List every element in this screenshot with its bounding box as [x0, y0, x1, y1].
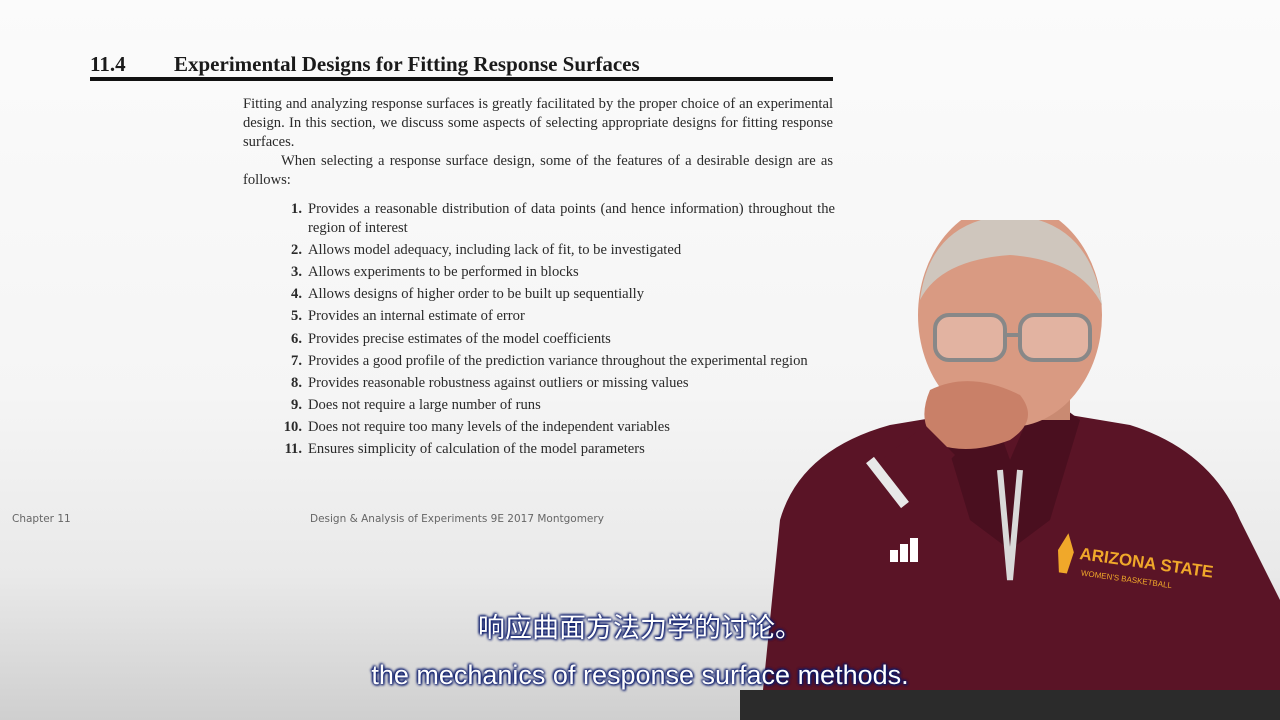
presenter-hair: [920, 220, 1102, 305]
list-item: 11. Ensures simplicity of calculation of …: [283, 440, 835, 459]
item-text: Does not require a large number of runs: [308, 397, 541, 414]
adidas-logo-icon: [890, 538, 918, 562]
features-intro-paragraph: When selecting a response surface design…: [243, 153, 833, 188]
presenter-video: ARIZONA STATE WOMEN'S BASKETBALL: [740, 220, 1280, 720]
item-text: Provides precise estimates of the model …: [308, 330, 611, 347]
item-text: Provides a good profile of the predictio…: [308, 352, 808, 369]
subtitle-english: the mechanics of response surface method…: [371, 660, 909, 690]
subtitle-chinese: 响应曲面方法力学的讨论。: [478, 613, 802, 644]
features-list: 1. Provides a reasonable distribution of …: [283, 200, 835, 463]
list-item: 3. Allows experiments to be performed in …: [283, 263, 835, 282]
section-title: Experimental Designs for Fitting Respons…: [174, 52, 640, 76]
item-number: 1.: [291, 201, 302, 217]
item-number: 8.: [291, 374, 302, 391]
item-number: 11.: [284, 441, 302, 458]
item-text: Allows experiments to be performed in bl…: [308, 263, 579, 280]
item-number: 9.: [291, 397, 302, 414]
item-number: 3.: [291, 263, 302, 280]
item-number: 6.: [291, 330, 302, 347]
list-item: 1. Provides a reasonable distribution of …: [283, 200, 835, 237]
presenter-head: [918, 220, 1102, 427]
item-text: Provides reasonable robustness against o…: [308, 374, 689, 391]
title-rule: [90, 77, 833, 81]
glasses-icon: [933, 313, 1007, 362]
item-number: 4.: [291, 286, 302, 303]
footer-chapter: Chapter 11: [12, 513, 71, 525]
item-text: Ensures simplicity of calculation of the…: [308, 441, 645, 458]
presenter-figure: ARIZONA STATE WOMEN'S BASKETBALL: [740, 220, 1280, 720]
list-item: 5. Provides an internal estimate of error: [283, 307, 835, 326]
list-item: 6. Provides precise estimates of the mode…: [283, 330, 835, 349]
item-number: 5.: [291, 308, 302, 325]
list-item: 4. Allows designs of higher order to be b…: [283, 285, 835, 304]
item-text: Provides an internal estimate of error: [308, 308, 525, 325]
list-item: 9. Does not require a large number of run…: [283, 396, 835, 415]
section-number: 11.4: [90, 52, 126, 76]
item-number: 10.: [283, 419, 302, 436]
list-item: 10. Does not require too many levels of t…: [283, 418, 835, 437]
list-item: 8. Provides reasonable robustness against…: [283, 374, 835, 393]
list-item: 7. Provides a good profile of the predict…: [283, 352, 835, 371]
item-text: Does not require too many levels of the …: [308, 419, 670, 436]
item-text: Allows designs of higher order to be bui…: [308, 286, 645, 303]
item-text: Allows model adequacy, including lack of…: [308, 241, 682, 258]
footer-book: Design & Analysis of Experiments 9E 2017…: [310, 513, 604, 525]
item-number: 2.: [291, 241, 302, 258]
item-text: Provides a reasonable distribution of da…: [308, 201, 835, 236]
item-number: 7.: [291, 352, 302, 369]
list-item: 2. Allows model adequacy, including lack …: [283, 241, 835, 260]
presenter-hand: [924, 381, 1028, 449]
intro-paragraph: Fitting and analyzing response surfaces …: [243, 96, 833, 150]
